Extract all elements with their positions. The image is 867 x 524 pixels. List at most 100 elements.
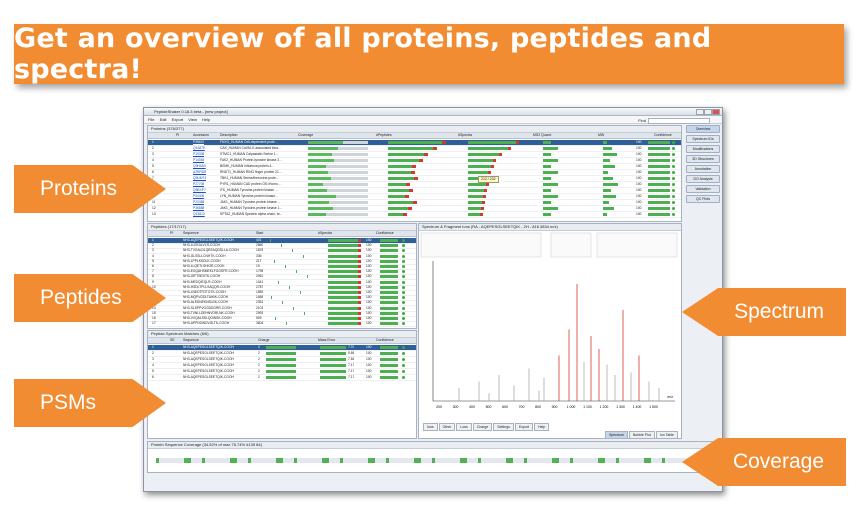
accession-link[interactable]: P23458 <box>193 200 205 204</box>
coverage-segment[interactable] <box>643 458 651 463</box>
tab-charge[interactable]: Charge <box>472 423 493 431</box>
coverage-segment[interactable] <box>156 458 159 463</box>
tab-qc-plots[interactable]: QC Plots <box>686 195 720 203</box>
col-sequence[interactable]: Sequence <box>183 231 199 235</box>
col-accession[interactable]: Accession <box>193 133 209 137</box>
coverage-segment[interactable] <box>321 458 329 463</box>
coverage-segment[interactable] <box>524 458 527 463</box>
col-coverage[interactable]: Coverage <box>298 133 314 137</box>
psm-row[interactable]: 5 NH3-AQEPESGLSEETQIK-COOH 2 7.17 100 <box>148 369 416 375</box>
menu-view[interactable]: View <box>188 117 197 122</box>
accession-link[interactable]: P36888 <box>193 206 205 210</box>
coverage-segment[interactable] <box>413 458 421 463</box>
menu-edit[interactable]: Edit <box>159 117 167 122</box>
accession-link[interactable]: P04406 <box>193 194 205 198</box>
accession-link[interactable]: Q9BXP7 <box>193 188 206 192</box>
tab-other[interactable]: Other <box>438 423 456 431</box>
tab-spectrum-ids[interactable]: Spectrum IDs <box>686 135 720 143</box>
accession-link[interactable]: Q14875 <box>193 146 205 150</box>
col-confidence[interactable]: Confidence <box>376 231 394 235</box>
protein-row[interactable]: 6 A2RRD8 RNDT1_HUMAN RING finger protein 2… <box>148 170 681 176</box>
peptide-row[interactable]: 5 NH3-LPPLKKDLK-COOH 217 100 <box>148 259 416 265</box>
accession-link[interactable]: Q9UM73 <box>193 176 207 180</box>
col-sequence[interactable]: Sequence <box>183 338 199 342</box>
maximize-icon[interactable] <box>704 109 712 115</box>
menu-help[interactable]: Help <box>202 117 211 122</box>
protein-row[interactable]: 13 Q13813 SPTA2_HUMAN Spectrin alpha chain… <box>148 212 681 218</box>
menu-file[interactable]: File <box>148 117 155 122</box>
coverage-segment[interactable] <box>478 458 481 463</box>
col-ms2-quant[interactable]: MS2 Quant. <box>533 133 552 137</box>
find-input[interactable] <box>648 118 710 124</box>
peptide-row[interactable]: 15 NH3-TVNLLDEHNVDRLNK-COOH 2993 100 <box>148 311 416 317</box>
accession-link[interactable]: P14084 <box>193 158 205 162</box>
col-mass-error[interactable]: Mass Error <box>318 338 336 342</box>
tab-export[interactable]: Export <box>514 423 534 431</box>
col-spectra[interactable]: #Spectra <box>458 133 473 137</box>
tab-help[interactable]: Help <box>534 423 550 431</box>
psm-row[interactable]: 6 NH3-AQEPESGLSEETQIK-COOH 2 7.17 100 <box>148 375 416 381</box>
peptide-row[interactable]: 2 NH3-LLEEALVLR-COOH 2860 100 <box>148 243 416 250</box>
coverage-segment[interactable] <box>662 458 665 463</box>
peptide-row[interactable]: 17 NH3-APPDDWDVGLTK-COOH 3604 100 <box>148 321 416 328</box>
col-pi[interactable]: PI <box>170 231 174 235</box>
protein-row[interactable]: 4 P14084 FAK2_HUMAN Protein-tyrosine kinas… <box>148 158 681 164</box>
coverage-segment[interactable] <box>275 458 283 463</box>
accession-link[interactable]: P27708 <box>193 182 205 186</box>
col-spectra[interactable]: #Spectra <box>318 231 333 235</box>
protein-row[interactable]: 2 Q14875 CAK_HUMAN CaVM-G associated kina.… <box>148 146 681 152</box>
accession-link[interactable]: Q13813 <box>193 212 205 216</box>
sequence-coverage-track[interactable] <box>156 458 711 463</box>
coverage-segment[interactable] <box>229 458 237 463</box>
peptide-row[interactable]: 16 NH3-VVQALSSLQGWSK-COOH 509 100 <box>148 316 416 322</box>
peptide-row[interactable]: 1 NH3-AQEPESGLSEETQIK-COOH 401 100 <box>148 238 416 244</box>
coverage-segment[interactable] <box>432 458 435 463</box>
coverage-segment[interactable] <box>340 458 343 463</box>
protein-row[interactable]: 12 P36888 JAK1_HUMAN Tyrosine-protein kina… <box>148 206 681 212</box>
peptide-row[interactable]: 7 NH3-EGQAHSMEKLFGGSFR-COOH 1798 100 <box>148 269 416 276</box>
tab-settings[interactable]: Settings <box>493 423 514 431</box>
coverage-segment[interactable] <box>294 458 297 463</box>
accession-link[interactable]: P19338 <box>193 152 205 156</box>
psm-row[interactable]: 4 NH3-AQEPESGLSEETQIK-COOH 2 7.17 100 <box>148 363 416 369</box>
tab-loss[interactable]: Loss <box>456 423 472 431</box>
psm-row[interactable]: 2 NH3-AQEPESGLSEETQIK-COOH 2 5.86 100 <box>148 351 416 357</box>
col-peptides[interactable]: #Peptides <box>376 133 392 137</box>
spectrum-plot[interactable]: 200 300 400 500 600 700 800 900 1 000 1 100 1 200 1… <box>419 231 681 421</box>
accession-link[interactable]: A2RRD8 <box>193 170 207 174</box>
peptide-row[interactable]: 10 NH3-HSDLTPLLSAQQR-COOH 2787 100 <box>148 285 416 291</box>
col-description[interactable]: Description <box>220 133 238 137</box>
coverage-segment[interactable] <box>367 458 375 463</box>
psm-row[interactable]: 1 NH3-AQEPESGLSEETQIK-COOH 2 7.07 100 <box>148 345 416 351</box>
peptide-row[interactable]: 8 NH3-GIFTSEDTK-COOH 2061 100 <box>148 274 416 281</box>
coverage-segment[interactable] <box>386 458 389 463</box>
coverage-segment[interactable] <box>570 458 573 463</box>
tab-bubble-plot[interactable]: Bubble Plot <box>628 431 655 438</box>
protein-row[interactable]: 1 P35637 FNXG_HUMAN Cell-dependent prote..… <box>148 140 681 146</box>
tab-ions[interactable]: Ions <box>423 423 438 431</box>
coverage-segment[interactable] <box>202 458 205 463</box>
coverage-segment[interactable] <box>505 458 513 463</box>
tab-ion-table[interactable]: Ion Table <box>655 431 678 438</box>
tab-go-analysis[interactable]: GO Analysis <box>686 175 720 183</box>
accession-link[interactable]: P35637 <box>193 140 205 144</box>
tab-spectrum[interactable]: Spectrum <box>604 431 628 438</box>
col-mw[interactable]: MW <box>598 133 605 137</box>
col-charge[interactable]: Charge <box>258 338 270 342</box>
peptide-row[interactable]: 3 NH3-TVGALDLQEEAQDSLLA-COOH 1878 100 <box>148 248 416 255</box>
close-icon[interactable] <box>712 109 720 115</box>
col-start[interactable]: Start <box>256 231 264 235</box>
protein-row[interactable]: 8P27708PYR1_HUMAN CAD protein OS=Homo...… <box>148 182 681 188</box>
coverage-segment[interactable] <box>459 458 467 463</box>
tab-3d-structures[interactable]: 3D Structures <box>686 155 720 163</box>
psm-row[interactable]: 3 NH3-AQEPESGLSEETQIK-COOH 2 7.84 100 <box>148 357 416 363</box>
tab-validation[interactable]: Validation <box>686 185 720 193</box>
tab-overview[interactable]: Overview <box>686 125 720 133</box>
minimize-icon[interactable] <box>696 109 704 115</box>
protein-row[interactable]: 3 P19338 STMC1_HUMAN Calpastatin Serine 1.… <box>148 152 681 158</box>
accession-link[interactable]: Q9H4A3 <box>193 164 206 168</box>
tab-annotation[interactable]: Annotation <box>686 165 720 173</box>
coverage-segment[interactable] <box>183 458 191 463</box>
peptide-row[interactable]: 6 NH3-LLQETLSHIGR-COOH 19 100 <box>148 264 416 270</box>
